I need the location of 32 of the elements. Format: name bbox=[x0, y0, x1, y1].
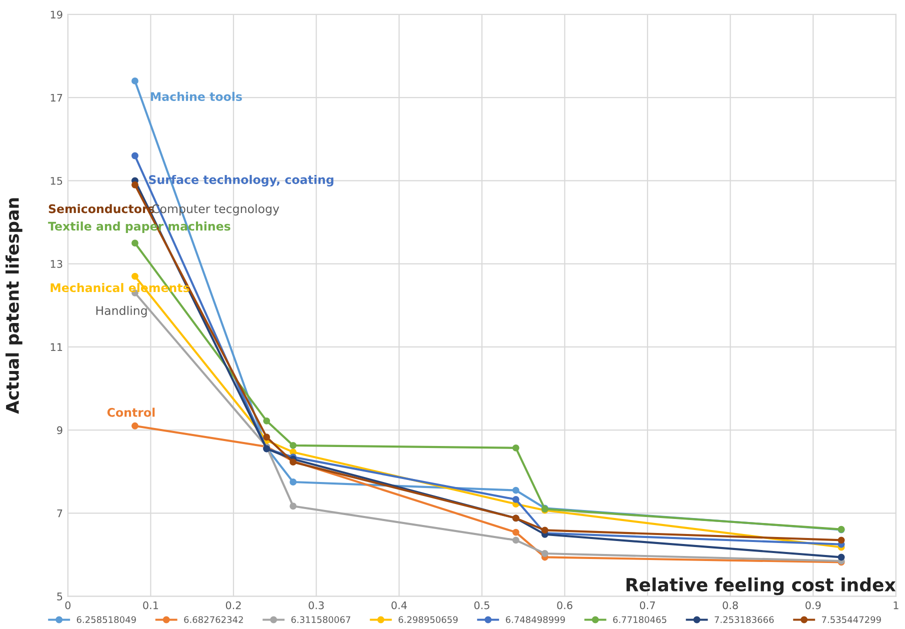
legend-label: 6.748498999 bbox=[506, 616, 565, 624]
x-tick-label: 0.9 bbox=[806, 601, 821, 610]
x-tick-label: 1 bbox=[894, 601, 898, 610]
x-tick-label: 0.1 bbox=[143, 601, 158, 610]
x-axis-title: Relative feeling cost index bbox=[626, 578, 896, 596]
annotation: Control bbox=[107, 408, 155, 417]
y-axis-title: Actual patent lifespan bbox=[6, 198, 22, 414]
y-tick-label: 7 bbox=[57, 510, 62, 518]
legend-label: 7.535447299 bbox=[822, 616, 881, 624]
legend-label: 7.253183666 bbox=[714, 616, 774, 624]
y-tick-label: 17 bbox=[50, 94, 62, 102]
y-tick-label: 9 bbox=[57, 426, 62, 434]
legend-label: 6.298950659 bbox=[398, 616, 458, 624]
legend-label: 6.77180465 bbox=[613, 616, 666, 624]
y-tick-label: 15 bbox=[50, 177, 62, 185]
x-tick-label: 0.2 bbox=[226, 601, 241, 610]
x-tick-label: 0.6 bbox=[557, 601, 572, 610]
y-tick-label: 13 bbox=[50, 260, 62, 268]
y-tick-label: 5 bbox=[57, 592, 62, 600]
x-tick-label: 0.5 bbox=[474, 601, 490, 610]
y-tick-label: 19 bbox=[50, 10, 62, 19]
legend-label: 6.682762342 bbox=[184, 616, 243, 624]
x-tick-label: 0 bbox=[65, 601, 70, 610]
x-tick-label: 0.8 bbox=[722, 601, 738, 610]
annotation: Machine tools bbox=[150, 92, 242, 102]
annotation: Handling bbox=[96, 306, 147, 318]
y-tick-label: 11 bbox=[50, 343, 62, 351]
x-tick-label: 0.4 bbox=[392, 601, 407, 610]
legend-label: 6.311580067 bbox=[291, 616, 350, 624]
legend-label: 6.258518049 bbox=[76, 616, 136, 624]
x-tick-label: 0.3 bbox=[308, 601, 324, 610]
x-tick-label: 0.7 bbox=[640, 601, 655, 610]
